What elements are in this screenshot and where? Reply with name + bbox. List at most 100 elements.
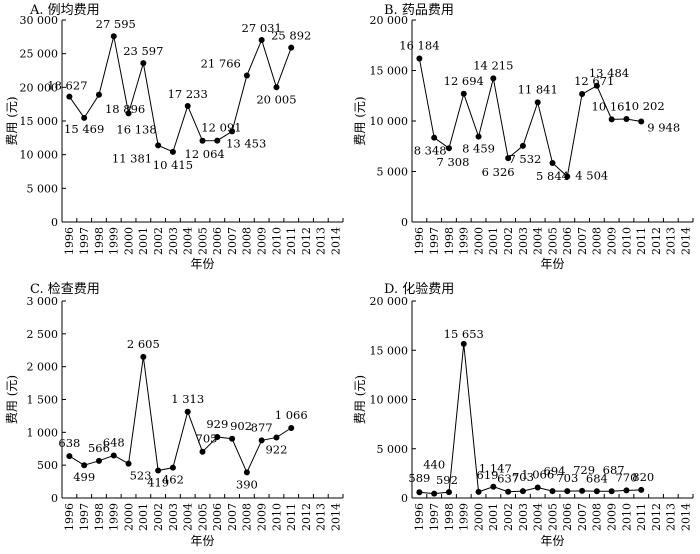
data-label: 15 653	[444, 327, 484, 341]
data-point	[564, 173, 571, 180]
x-tick-label: 2013	[665, 503, 678, 531]
data-point	[534, 99, 541, 106]
x-axis-label: 年份	[540, 534, 564, 548]
y-axis-label: 费用 (元)	[353, 96, 367, 145]
x-tick-label: 1997	[428, 227, 441, 255]
x-tick-label: 2009	[256, 503, 269, 531]
x-tick-label: 2014	[679, 227, 692, 255]
x-tick-label: 1998	[93, 227, 106, 255]
x-tick-label: 2007	[226, 503, 239, 531]
x-axis-label: 年份	[190, 257, 214, 271]
y-tick-label: 15 000	[370, 65, 409, 78]
x-tick-label: 1996	[63, 227, 76, 255]
data-point	[184, 408, 191, 415]
x-tick-label: 2012	[300, 227, 313, 255]
data-point	[579, 91, 586, 98]
x-tick-label: 2006	[561, 503, 574, 531]
data-label: 729	[573, 463, 595, 477]
x-tick-label: 2012	[300, 503, 313, 531]
x-tick-label: 2008	[591, 227, 604, 255]
data-label: 8 348	[414, 144, 447, 158]
x-tick-label: 2012	[650, 503, 663, 531]
data-point	[66, 93, 73, 100]
x-tick-label: 2008	[591, 503, 604, 531]
data-label: 16 184	[399, 39, 439, 53]
data-label: 8 459	[462, 142, 495, 156]
data-point	[95, 457, 102, 464]
x-tick-label: 2008	[241, 503, 254, 531]
x-tick-label: 2010	[620, 227, 633, 255]
data-point	[519, 142, 526, 149]
y-tick-label: 5 000	[377, 166, 409, 179]
x-tick-label: 2004	[182, 503, 195, 531]
data-label: 14 215	[473, 58, 513, 72]
x-tick-label: 2001	[137, 227, 150, 255]
x-tick-label: 2009	[606, 227, 619, 255]
data-label: 648	[103, 435, 125, 449]
x-tick-label: 2001	[487, 227, 500, 255]
data-label: 705	[196, 432, 218, 446]
x-tick-label: 2002	[152, 227, 165, 255]
data-label: 1 313	[171, 392, 204, 406]
data-point	[460, 340, 467, 347]
data-label: 1 147	[479, 462, 512, 476]
data-label: 1 066	[275, 408, 308, 422]
data-label: 4 504	[575, 169, 608, 183]
x-tick-label: 2000	[122, 227, 135, 255]
data-point	[593, 488, 600, 495]
data-point	[81, 462, 88, 469]
y-tick-label: 2 500	[27, 328, 59, 341]
data-point	[110, 33, 117, 40]
data-label: 703	[512, 470, 534, 484]
data-point	[273, 434, 280, 441]
data-label: 10 415	[153, 158, 193, 172]
data-label: 7 532	[508, 152, 541, 166]
data-label: 9 948	[647, 121, 680, 135]
x-tick-label: 2002	[502, 227, 515, 255]
data-point	[490, 75, 497, 82]
data-point	[273, 84, 280, 91]
data-label: 15 469	[64, 122, 104, 136]
data-point	[564, 488, 571, 495]
data-point	[519, 488, 526, 495]
data-point	[505, 155, 512, 162]
y-tick-label: 10 000	[20, 149, 59, 162]
data-label: 1 066	[521, 467, 554, 481]
data-label: 5 844	[536, 169, 569, 183]
x-tick-label: 2009	[606, 503, 619, 531]
data-label: 419	[147, 475, 169, 489]
data-label: 13 453	[226, 136, 266, 150]
data-label: 12 091	[201, 121, 241, 135]
data-point	[81, 114, 88, 121]
data-point	[534, 484, 541, 491]
data-label: 18 627	[47, 79, 87, 93]
data-point	[638, 486, 645, 493]
data-label: 820	[632, 470, 654, 484]
x-tick-label: 2005	[196, 503, 209, 531]
y-tick-label: 500	[37, 459, 58, 472]
x-tick-label: 2004	[532, 227, 545, 255]
data-label: 499	[73, 470, 95, 484]
data-label: 637	[497, 472, 519, 486]
data-label: 21 766	[201, 56, 241, 70]
x-tick-label: 2011	[285, 227, 298, 255]
y-tick-label: 15 000	[20, 115, 59, 128]
data-point	[549, 159, 556, 166]
x-tick-label: 2003	[517, 503, 530, 531]
x-tick-label: 1997	[78, 227, 91, 255]
data-label: 12 694	[444, 74, 484, 88]
y-tick-label: 10 000	[370, 115, 409, 128]
data-label: 25 892	[271, 29, 311, 43]
data-label: 16 138	[116, 122, 156, 136]
x-tick-label: 2013	[665, 227, 678, 255]
x-tick-label: 2003	[167, 503, 180, 531]
y-tick-label: 1 000	[27, 426, 59, 439]
x-tick-label: 2003	[517, 227, 530, 255]
data-point	[431, 490, 438, 497]
data-label: 902	[230, 419, 252, 433]
x-tick-label: 2005	[196, 227, 209, 255]
x-axis-label: 年份	[190, 534, 214, 548]
x-tick-label: 2000	[472, 503, 485, 531]
